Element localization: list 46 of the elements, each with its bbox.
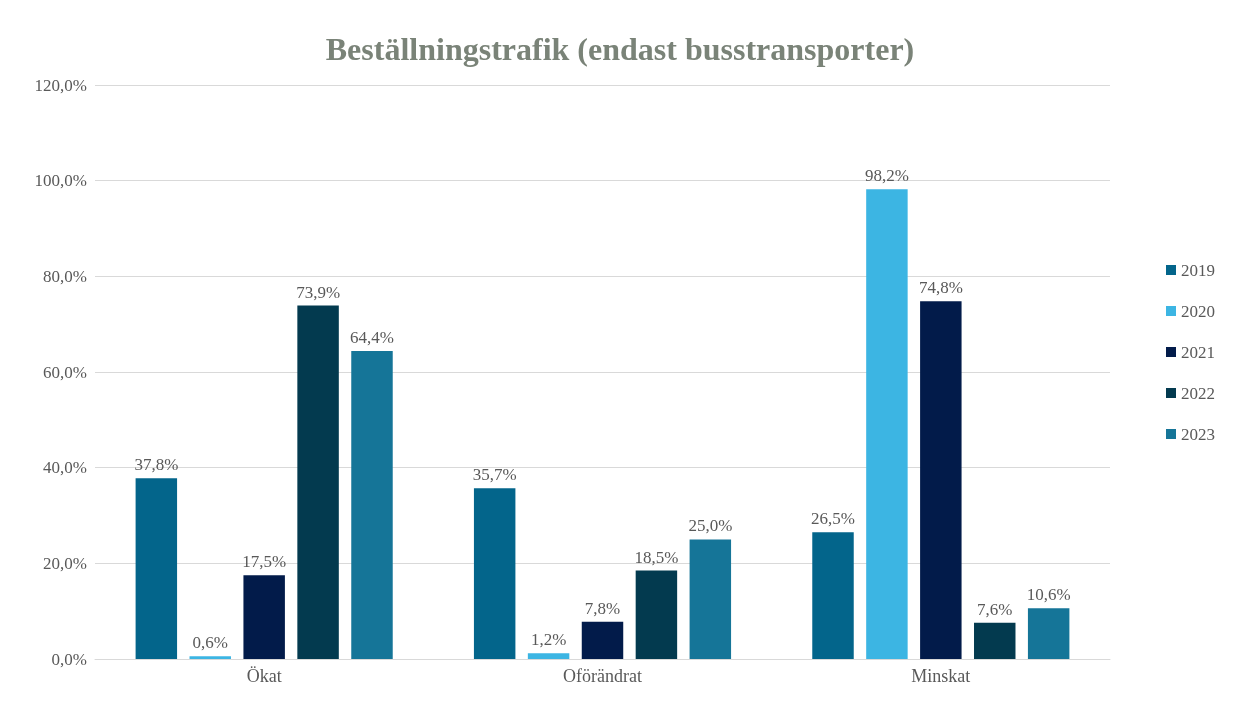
- bar: [866, 189, 908, 659]
- bar: [1027, 608, 1070, 659]
- y-tick-label: 20,0%: [43, 553, 87, 573]
- legend-label: 2019: [1181, 260, 1215, 280]
- data-label: 73,9%: [296, 282, 341, 302]
- bar: [581, 621, 624, 659]
- chart-title: Beställningstrafik (endast busstransporter): [325, 31, 915, 67]
- data-label: 7,6%: [977, 599, 1013, 619]
- bar: [135, 478, 178, 659]
- data-label: 35,7%: [472, 465, 517, 485]
- bar: [243, 575, 285, 659]
- legend-label: 2022: [1181, 383, 1215, 403]
- y-tick-label: 60,0%: [43, 362, 87, 382]
- y-tick-label: 80,0%: [43, 266, 87, 286]
- y-tick-label: 40,0%: [43, 458, 87, 478]
- legend-label: 2021: [1181, 342, 1215, 362]
- data-label: 18,5%: [634, 547, 679, 567]
- bar: [473, 488, 516, 659]
- x-tick-label: Minskat: [911, 666, 971, 686]
- legend-label: 2023: [1181, 424, 1215, 444]
- data-label: 1,2%: [530, 630, 567, 650]
- data-label: 25,0%: [688, 516, 733, 536]
- bar: [635, 570, 678, 659]
- data-label: 37,8%: [134, 455, 179, 475]
- bar: [689, 539, 732, 659]
- bar: [351, 350, 393, 659]
- data-label: 64,4%: [350, 327, 394, 347]
- data-label: 10,6%: [1026, 585, 1071, 605]
- x-tick-label: Ökat: [246, 666, 282, 686]
- data-label: 74,8%: [918, 278, 963, 298]
- bar: [974, 622, 1016, 659]
- y-tick-label: 100,0%: [34, 171, 87, 191]
- bar: [920, 301, 962, 659]
- bar: [527, 653, 570, 659]
- data-label: 26,5%: [811, 509, 855, 529]
- y-tick-label: 0,0%: [51, 649, 87, 669]
- bar: [189, 656, 231, 659]
- data-label: 0,6%: [192, 633, 228, 653]
- legend-label: 2020: [1181, 301, 1215, 321]
- data-label: 98,2%: [864, 166, 909, 186]
- y-tick-label: 120,0%: [34, 75, 87, 95]
- x-tick-label: Oförändrat: [563, 666, 642, 686]
- data-label: 17,5%: [242, 552, 287, 572]
- bar: [297, 305, 339, 659]
- bar: [812, 532, 854, 659]
- data-label: 7,8%: [584, 598, 621, 618]
